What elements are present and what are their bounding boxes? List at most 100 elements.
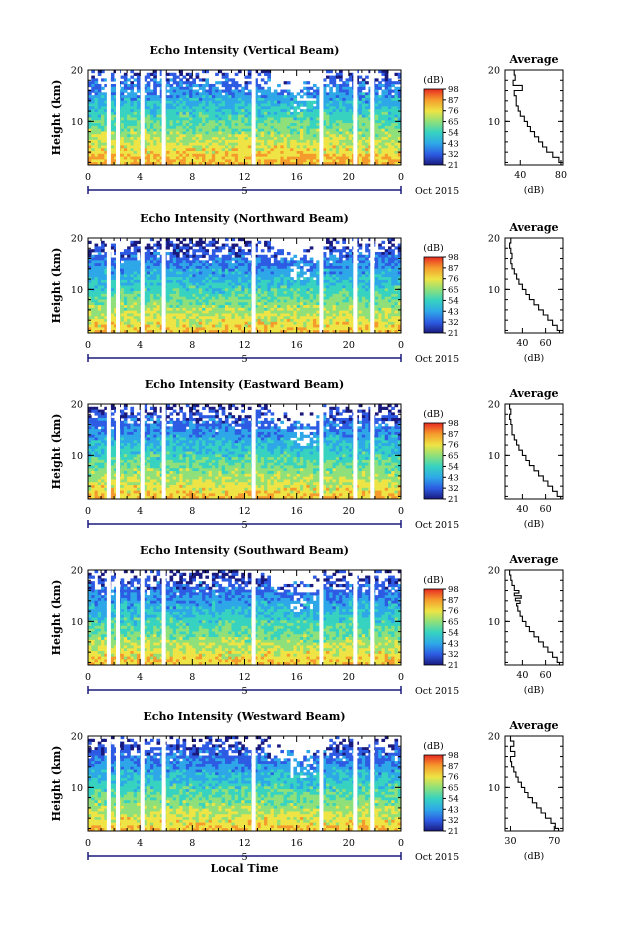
heatmap-cell — [391, 139, 395, 144]
heatmap-cell — [397, 114, 401, 118]
heatmap-cell — [101, 285, 105, 289]
heatmap-cell — [374, 111, 379, 116]
heatmap-cell — [335, 83, 340, 88]
heatmap-cell — [322, 271, 327, 275]
heatmap-cell — [378, 271, 382, 275]
heatmap-cell — [136, 265, 141, 270]
heatmap-cell — [322, 288, 327, 292]
heatmap-cell — [176, 148, 180, 152]
heatmap-cell — [192, 125, 196, 130]
heatmap-cell — [254, 148, 258, 152]
heatmap-cell — [205, 83, 210, 88]
heatmap-cell — [286, 159, 291, 163]
heatmap-cell — [381, 92, 386, 96]
heatmap-cell — [293, 120, 298, 124]
heatmap-cell — [166, 89, 170, 93]
heatmap-cell — [397, 291, 401, 295]
heatmap-cell — [358, 274, 363, 278]
heatmap-cell — [120, 142, 125, 146]
heatmap-cell — [342, 162, 346, 165]
heatmap-cell — [123, 159, 128, 163]
heatmap-cell — [91, 263, 95, 267]
heatmap-cell — [244, 277, 249, 281]
heatmap-cell — [211, 145, 216, 149]
heatmap-cell — [136, 97, 141, 102]
heatmap-cell — [172, 92, 177, 96]
heatmap-cell — [159, 100, 164, 104]
heatmap-cell — [179, 293, 183, 298]
heatmap-cell — [185, 134, 190, 138]
heatmap-cell — [104, 97, 108, 102]
heatmap-cell — [101, 142, 105, 146]
heatmap-cell — [169, 265, 174, 270]
heatmap-cell — [114, 83, 118, 88]
heatmap-cell — [104, 288, 108, 292]
heatmap-cell — [283, 285, 288, 289]
heatmap-cell — [296, 128, 301, 132]
heatmap-cell — [215, 260, 219, 264]
heatmap-cell — [156, 131, 161, 135]
data-gap — [353, 70, 358, 165]
heatmap-cell — [264, 123, 268, 127]
heatmap-cell — [166, 291, 170, 295]
heatmap-cell — [264, 125, 268, 130]
heatmap-cell — [198, 78, 203, 82]
heatmap-cell — [182, 139, 187, 144]
heatmap-cell — [127, 128, 131, 132]
heatmap-cell — [228, 134, 232, 138]
heatmap-cell — [374, 162, 379, 165]
heatmap-cell — [335, 279, 340, 284]
heatmap-cell — [120, 162, 125, 165]
heatmap-cell — [198, 305, 203, 309]
heatmap-cell — [378, 265, 382, 270]
heatmap-cell — [91, 75, 95, 79]
heatmap-cell — [172, 103, 177, 107]
profile-x-tick-label: 80 — [555, 170, 567, 181]
heatmap-cell — [202, 131, 206, 135]
heatmap-cell — [91, 123, 95, 127]
heatmap-cell — [156, 257, 161, 261]
heatmap-cell — [270, 302, 275, 306]
heatmap-cell — [273, 254, 278, 258]
heatmap-cell — [378, 251, 382, 256]
heatmap-cell — [133, 148, 138, 152]
heatmap-cell — [332, 299, 337, 303]
heatmap-cell — [365, 114, 369, 118]
heatmap-cell — [234, 72, 239, 76]
colorbar-label: 87 — [448, 96, 459, 106]
heatmap-cell — [267, 114, 271, 118]
heatmap-cell — [342, 128, 346, 132]
heatmap-cell — [166, 274, 170, 278]
heatmap-cell — [339, 100, 343, 104]
heatmap-cell — [185, 159, 190, 163]
heatmap-cell — [374, 296, 379, 300]
heatmap-cell — [146, 285, 151, 289]
heatmap-cell — [381, 70, 386, 74]
heatmap-cell — [296, 305, 301, 309]
heatmap-cell — [267, 153, 271, 158]
heatmap-cell — [218, 288, 223, 292]
heatmap-cell — [378, 114, 382, 118]
heatmap-cell — [391, 109, 395, 113]
colorbar-label: 98 — [448, 85, 459, 95]
heatmap-cell — [198, 285, 203, 289]
heatmap-cell — [91, 131, 95, 135]
heatmap-cell — [374, 302, 379, 306]
heatmap-cell — [208, 100, 213, 104]
heatmap-cell — [192, 81, 196, 85]
heatmap-cell — [88, 293, 92, 298]
heatmap-cell — [172, 142, 177, 146]
heatmap-cell — [192, 305, 196, 309]
heatmap-cell — [345, 106, 350, 110]
heatmap-cell — [293, 145, 298, 149]
heatmap-cell — [374, 95, 379, 99]
heatmap-cell — [192, 265, 196, 270]
heatmap-cell — [361, 293, 366, 298]
heatmap-cell — [384, 103, 389, 107]
heatmap-cell — [384, 271, 389, 275]
heatmap-cell — [283, 120, 288, 124]
heatmap-cell — [202, 145, 206, 149]
heatmap-cell — [332, 156, 337, 160]
heatmap-cell — [110, 120, 115, 124]
heatmap-cell — [143, 268, 148, 272]
